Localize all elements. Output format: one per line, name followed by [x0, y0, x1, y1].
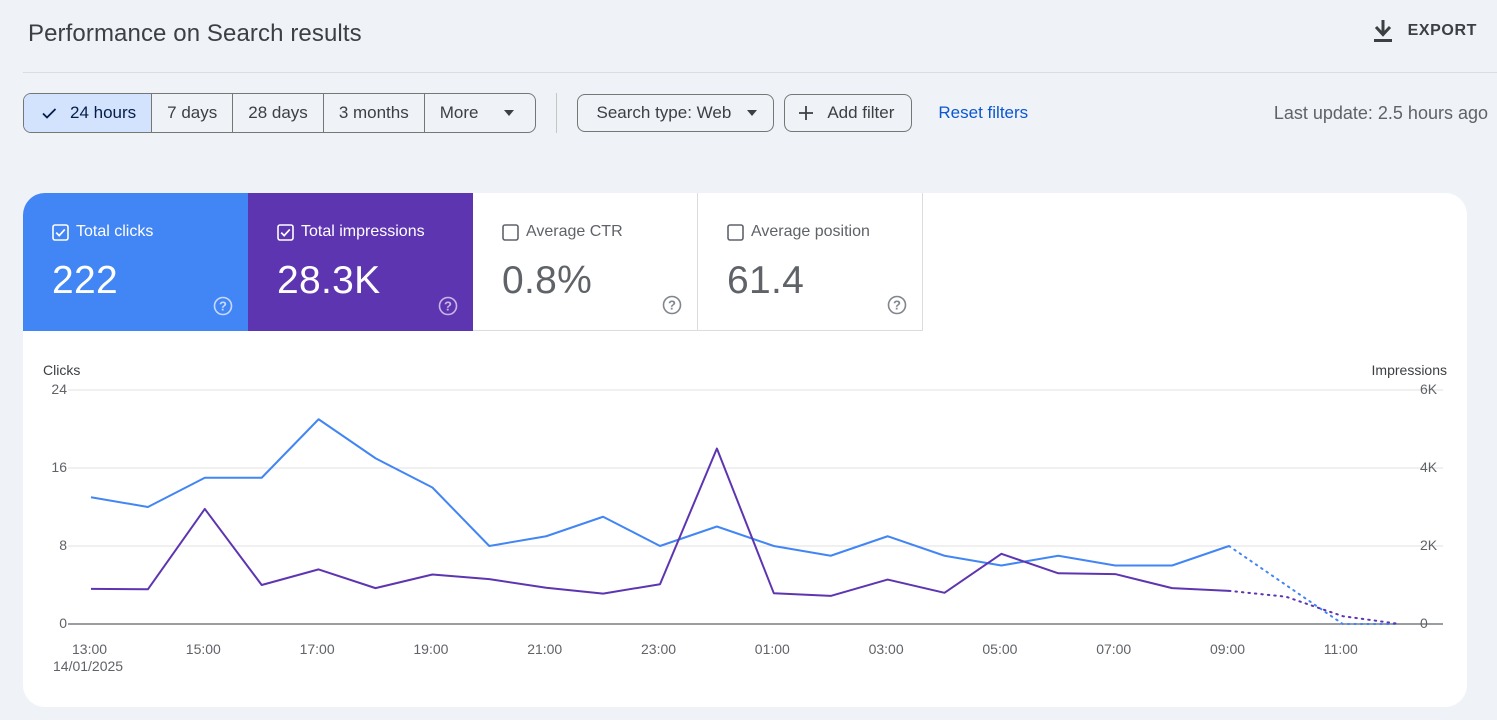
header-divider — [23, 72, 1497, 73]
page-title: Performance on Search results — [28, 20, 362, 47]
x-axis-tick-label: 23:00 — [641, 641, 677, 657]
metric-value: 222 — [52, 259, 118, 302]
right-axis-tick-label: 6K — [1420, 381, 1438, 397]
metric-total-impressions[interactable]: Total impressions 28.3K ? — [248, 193, 473, 331]
x-axis-tick-label: 11:00 — [1323, 641, 1358, 657]
metric-value: 0.8% — [502, 259, 593, 302]
caret-down-icon — [747, 110, 758, 116]
search-type-label: Search type: Web — [596, 103, 732, 122]
date-range-selector: 24 hours 7 days 28 days 3 months More — [23, 93, 537, 133]
add-filter-label: Add filter — [827, 103, 895, 122]
help-icon[interactable]: ? — [213, 296, 233, 316]
plus-icon — [799, 106, 814, 120]
caret-down-icon — [504, 110, 515, 116]
metric-header: Total impressions — [277, 223, 444, 241]
filter-toolbar: 24 hours 7 days 28 days 3 months More Se… — [23, 93, 1028, 133]
series-partial-line-total-clicks — [1228, 545, 1401, 625]
date-range-3-months[interactable]: 3 months — [324, 94, 425, 132]
help-icon[interactable]: ? — [662, 295, 682, 315]
date-range-24-hours[interactable]: 24 hours — [24, 94, 153, 132]
date-range-label: 7 days — [167, 103, 218, 122]
performance-card: Total clicks 222 ? Total impressions 28.… — [23, 193, 1467, 707]
left-axis-title: Clicks — [43, 362, 81, 378]
metric-header: Average CTR — [502, 223, 668, 241]
help-icon[interactable]: ? — [438, 296, 458, 316]
metric-label: Average CTR — [526, 223, 623, 240]
left-axis-tick-label: 16 — [51, 459, 67, 475]
x-axis-tick-label: 17:00 — [299, 641, 335, 657]
x-axis-tick-label: 07:00 — [1096, 641, 1132, 657]
svg-text:?: ? — [444, 299, 452, 314]
metric-average-ctr[interactable]: Average CTR 0.8% ? — [473, 193, 698, 331]
date-range-label: 28 days — [248, 103, 308, 122]
checkbox-checked-icon[interactable] — [277, 223, 294, 241]
metric-label: Average position — [751, 223, 870, 240]
reset-filters-link[interactable]: Reset filters — [938, 103, 1029, 122]
x-axis-tick-label: 13:00 — [72, 641, 108, 657]
help-icon[interactable]: ? — [887, 295, 907, 315]
x-axis-tick-label: 15:00 — [185, 641, 221, 657]
x-axis-date-label: 14/01/2025 — [53, 658, 124, 674]
x-axis-tick-label: 05:00 — [982, 641, 1018, 657]
svg-text:?: ? — [893, 298, 901, 313]
metric-value: 61.4 — [727, 259, 805, 302]
metric-header: Average position — [727, 223, 893, 241]
performance-chart[interactable] — [23, 193, 1467, 707]
metric-value: 28.3K — [277, 259, 381, 302]
series-line-total-impressions[interactable] — [90, 447, 1230, 597]
left-axis-tick-label: 24 — [51, 381, 67, 397]
search-type-dropdown[interactable]: Search type: Web — [577, 94, 775, 132]
download-icon — [1373, 20, 1392, 42]
date-range-more-dropdown[interactable]: More — [425, 94, 536, 132]
series-line-total-clicks[interactable] — [90, 418, 1230, 567]
date-range-28-days[interactable]: 28 days — [233, 94, 324, 132]
last-update-text: Last update: 2.5 hours ago — [1273, 103, 1488, 123]
export-label: EXPORT — [1407, 22, 1477, 39]
date-range-label: 24 hours — [70, 103, 137, 122]
metric-average-position[interactable]: Average position 61.4 ? — [698, 193, 923, 331]
svg-text:?: ? — [219, 299, 227, 314]
x-axis-tick-label: 09:00 — [1210, 641, 1246, 657]
right-axis-tick-label: 2K — [1420, 537, 1438, 553]
x-axis-tick-label: 19:00 — [413, 641, 449, 657]
more-label: More — [439, 103, 479, 122]
metric-label: Total impressions — [301, 223, 425, 240]
toolbar-divider — [556, 93, 558, 133]
checkbox-unchecked-icon[interactable] — [502, 223, 519, 241]
checkbox-checked-icon[interactable] — [52, 223, 69, 241]
date-range-label: 3 months — [338, 103, 409, 122]
right-axis-title: Impressions — [1371, 362, 1447, 378]
checkbox-unchecked-icon[interactable] — [727, 223, 744, 241]
add-filter-button[interactable]: Add filter — [784, 94, 913, 132]
series-partial-line-total-impressions — [1228, 589, 1401, 625]
right-axis-tick-label: 4K — [1420, 459, 1438, 475]
right-axis-tick-label: 0 — [1420, 615, 1428, 631]
x-axis-tick-label: 21:00 — [527, 641, 563, 657]
left-axis-tick-label: 8 — [59, 537, 67, 553]
date-range-7-days[interactable]: 7 days — [152, 94, 234, 132]
left-axis-tick-label: 0 — [59, 615, 67, 631]
x-axis-tick-label: 01:00 — [754, 641, 790, 657]
export-button[interactable]: EXPORT — [1372, 18, 1477, 44]
x-axis-tick-label: 03:00 — [868, 641, 904, 657]
metric-total-clicks[interactable]: Total clicks 222 ? — [23, 193, 248, 331]
metric-label: Total clicks — [76, 223, 154, 240]
svg-text:?: ? — [668, 298, 676, 313]
metric-header: Total clicks — [52, 223, 219, 241]
check-icon — [42, 108, 57, 119]
